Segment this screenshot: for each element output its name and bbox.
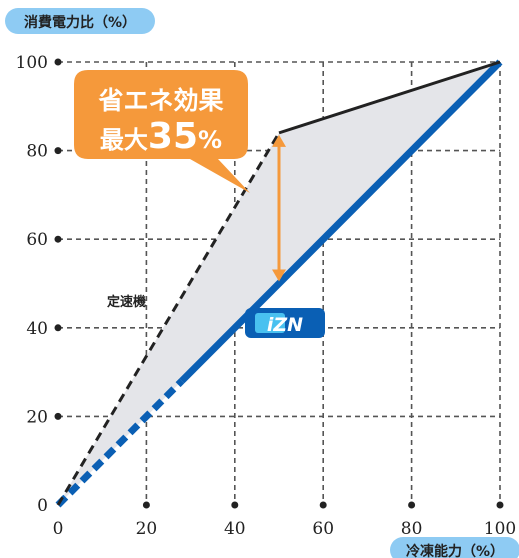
callout-unit: % xyxy=(198,126,222,154)
series-fixed-speed-solid xyxy=(278,60,501,135)
y-tick-label: 60 xyxy=(26,230,48,250)
logo-text: iZN xyxy=(267,314,303,336)
y-tick-dot xyxy=(54,412,62,420)
x-tick-dot xyxy=(496,501,504,509)
y-tick-dot xyxy=(54,147,62,155)
y-tick-dot xyxy=(54,235,62,243)
series-inverter-solid xyxy=(179,59,503,384)
y-tick-label: 40 xyxy=(26,319,48,339)
x-axis-pill xyxy=(390,537,519,558)
axis-ticks: 0 20 40 60 80 100 0 20 40 60 80 100 xyxy=(16,53,517,539)
series-lines xyxy=(55,59,503,508)
callout-line2: 最大35% xyxy=(100,116,222,157)
y-axis-label: 消費電力比（%） xyxy=(24,14,136,31)
x-tick-dot xyxy=(408,501,416,509)
y-tick-label: 100 xyxy=(16,53,48,73)
izn-logo: iZN xyxy=(245,308,325,338)
x-tick-dot xyxy=(142,501,150,509)
x-tick-label: 20 xyxy=(136,519,158,539)
y-axis-title: 消費電力比（%） xyxy=(5,8,155,34)
callout-bubble xyxy=(74,70,250,193)
y-tick-dot xyxy=(54,58,62,66)
logo-accent xyxy=(255,313,285,333)
y-tick-label: 80 xyxy=(26,142,48,162)
y-tick-dot xyxy=(54,324,62,332)
series-fixed-speed-dashed xyxy=(56,132,281,506)
x-tick-label: 0 xyxy=(53,519,64,539)
callout-line1: 省エネ効果 xyxy=(97,86,223,115)
x-axis-label: 冷凍能力（%） xyxy=(406,543,504,558)
x-axis-title: 冷凍能力（%） xyxy=(390,537,519,558)
y-tick-label: 20 xyxy=(26,407,48,427)
y-axis-pill xyxy=(5,8,155,34)
x-tick-dot xyxy=(231,501,239,509)
y-tick-label: 0 xyxy=(37,496,48,516)
callout-prefix: 最大 xyxy=(100,126,148,154)
savings-arrow xyxy=(272,134,286,282)
savings-callout: 省エネ効果 最大35% xyxy=(74,70,250,193)
callout-value: 35 xyxy=(148,116,198,157)
arrow-head-up xyxy=(272,134,286,147)
x-tick-label: 100 xyxy=(484,519,516,539)
series-label-fixed-speed: 定速機 xyxy=(106,294,146,310)
x-tick-label: 80 xyxy=(401,519,423,539)
x-tick-label: 40 xyxy=(224,519,246,539)
x-tick-label: 60 xyxy=(312,519,334,539)
x-tick-dot xyxy=(319,501,327,509)
arrow-head-down xyxy=(272,269,286,282)
series-inverter-dashed xyxy=(55,378,185,508)
